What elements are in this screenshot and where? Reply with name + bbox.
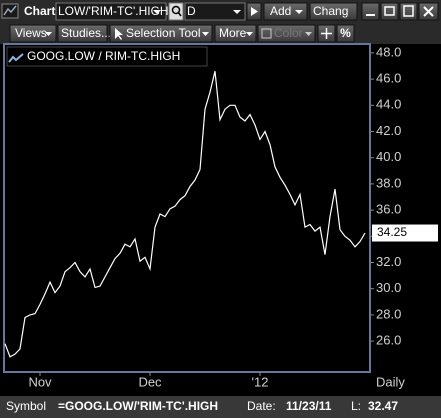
y-tick-label: 38.0 xyxy=(376,175,401,190)
y-tick-label: 48.0 xyxy=(376,44,401,59)
y-tick-label: 30.0 xyxy=(376,280,401,295)
interval-input[interactable] xyxy=(184,2,246,21)
color-label: Color xyxy=(274,26,303,40)
add-label: Add xyxy=(270,4,291,18)
y-tick-label: 40.0 xyxy=(376,149,401,164)
chart-icon xyxy=(1,3,19,19)
status-symbol-label: Symbol xyxy=(6,399,46,413)
symbol-input[interactable] xyxy=(55,2,167,21)
dropdown-arrow[interactable] xyxy=(153,10,161,14)
y-tick-label: 26.0 xyxy=(376,333,401,348)
status-symbol: =GOOG.LOW/'RIM-TC'.HIGH xyxy=(58,399,218,413)
last-price-box xyxy=(372,224,438,242)
studies-label: Studies... xyxy=(61,26,111,40)
studies-button[interactable] xyxy=(57,24,108,43)
crosshair-button[interactable] xyxy=(317,24,336,43)
dropdown-arrow[interactable] xyxy=(233,10,241,14)
more-label: More xyxy=(219,26,247,40)
status-bar xyxy=(0,396,441,418)
percent-button[interactable] xyxy=(336,24,355,43)
x-tick-label: Nov xyxy=(28,374,52,389)
y-tick-label: 28.0 xyxy=(376,306,401,321)
last-price-label: 34.25 xyxy=(377,225,407,239)
dropdown-arrow xyxy=(305,32,312,36)
change-button[interactable] xyxy=(309,2,358,21)
status-date: 11/23/11 xyxy=(286,399,332,413)
price-line xyxy=(4,71,366,358)
window-buttons[interactable] xyxy=(361,2,439,21)
y-tick-label: 36.0 xyxy=(376,202,401,217)
legend-text: GOOG.LOW / RIM-TC.HIGH xyxy=(27,49,180,63)
y-tick-label: 44.0 xyxy=(376,97,401,112)
window-title: Chart xyxy=(24,4,55,18)
color-button[interactable] xyxy=(257,24,316,43)
go-button[interactable] xyxy=(246,2,262,21)
y-tick-label: 42.0 xyxy=(376,123,401,138)
legend-box xyxy=(6,46,208,67)
selection-label: Selection Tool xyxy=(126,26,201,40)
change-label: Chang xyxy=(313,4,348,18)
color-swatch xyxy=(261,28,272,39)
selection-tool-button[interactable] xyxy=(109,24,213,43)
status-low: 32.47 xyxy=(368,399,398,413)
add-button[interactable] xyxy=(263,2,308,21)
more-button[interactable] xyxy=(214,24,257,43)
dropdown-arrow xyxy=(246,32,253,36)
link-button[interactable] xyxy=(168,2,184,21)
x-tick-label: '12 xyxy=(252,374,269,389)
dropdown-arrow xyxy=(45,32,52,36)
y-tick-label: 46.0 xyxy=(376,71,401,86)
symbol-text: LOW/'RIM-TC'.HIGH xyxy=(58,4,169,18)
period-label: Daily xyxy=(376,374,405,389)
y-tick-label: 32.0 xyxy=(376,254,401,269)
views-label: Views xyxy=(15,26,47,40)
interval-text: D xyxy=(187,4,196,18)
dropdown-arrow xyxy=(295,10,303,14)
percent-label: % xyxy=(340,26,351,40)
views-button[interactable] xyxy=(9,24,57,43)
status-date-label: Date: xyxy=(247,399,276,413)
x-tick-label: Dec xyxy=(138,374,162,389)
cursor-icon xyxy=(115,28,123,40)
legend-icon xyxy=(8,53,24,63)
status-low-label: L: xyxy=(351,399,361,413)
dropdown-arrow xyxy=(202,32,209,36)
plot-area xyxy=(3,43,371,373)
